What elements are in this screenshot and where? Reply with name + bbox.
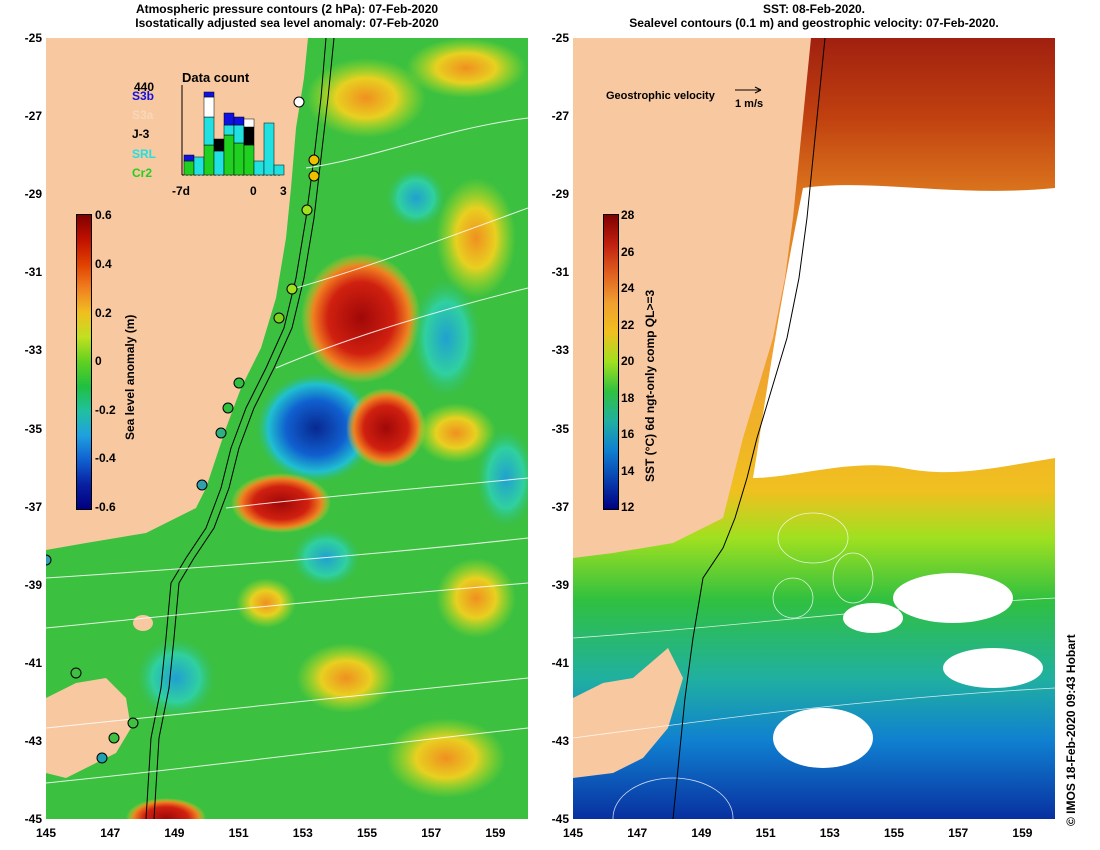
sst-colorbar-tick: 22 (621, 318, 635, 332)
data-count-xtick: 3 (280, 184, 287, 198)
lat-tick-label: -25 (24, 31, 42, 45)
left-title-line1: Atmospheric pressure contours (2 hPa): 0… (135, 2, 439, 16)
lon-tick-label: 153 (292, 826, 313, 840)
sla-map-svg (46, 38, 528, 819)
lat-tick-label: -41 (24, 655, 42, 670)
lon-tick-label: 155 (884, 826, 905, 840)
tide-gauges (46, 96, 320, 764)
sst-map (573, 38, 1055, 819)
tasmania-land (46, 678, 131, 778)
sla-colorbar-tick: -0.4 (95, 451, 116, 465)
sst-colorbar-tick: 18 (621, 391, 635, 405)
sst-colorbar-tick: 26 (621, 245, 635, 259)
sla-anomaly-field (126, 38, 528, 819)
sst-colorbar-tick: 12 (621, 500, 635, 514)
bathymetry-contours (145, 38, 335, 819)
data-count-title: Data count (182, 70, 250, 85)
lat-tick-label: -29 (24, 187, 42, 202)
sat-label-s3b: S3b (132, 89, 155, 103)
lon-tick-label: 159 (1012, 826, 1033, 840)
lat-tick-label: -41 (551, 655, 569, 670)
data-count-inset: Data count 440 S3b S3a J-3 SRL Cr2 -7d 0… (130, 70, 290, 200)
lat-tick-label: -27 (24, 109, 42, 124)
pressure-contours (46, 117, 528, 784)
lon-tick-label: 157 (948, 826, 969, 840)
lat-tick-label: -33 (24, 343, 42, 358)
lat-tick-label: -45 (551, 812, 569, 826)
lon-tick-label: 149 (691, 826, 712, 840)
lon-tick-label: 149 (164, 826, 185, 840)
sla-colorbar-tick: -0.6 (95, 500, 116, 514)
lat-tick-label: -37 (551, 499, 569, 514)
lat-tick-label: -29 (551, 187, 569, 202)
lon-tick-label: 157 (421, 826, 442, 840)
sat-label-cr2: Cr2 (132, 166, 153, 180)
sst-colorbar-tick: 14 (621, 464, 635, 478)
sst-colorbar (603, 214, 619, 510)
lat-tick-label: -31 (24, 265, 42, 280)
right-title-line1: SST: 08-Feb-2020. (762, 2, 866, 16)
lon-tick-label: 147 (100, 826, 121, 840)
bathymetry-contours-sst (672, 38, 826, 819)
right-title: SST: 08-Feb-2020. Sealevel contours (0.1… (573, 2, 1055, 30)
sla-map (46, 38, 528, 819)
sla-colorbar-tick: 0.4 (95, 257, 112, 271)
lat-tick-label: -33 (551, 343, 569, 358)
sat-label-srl: SRL (132, 147, 156, 161)
sst-colorbar-label: SST (°C) 6d ngt-only comp QL>=3 (643, 289, 657, 482)
lon-tick-label: 145 (36, 826, 57, 840)
lon-tick-label: 153 (819, 826, 840, 840)
right-title-line2: Sealevel contours (0.1 m) and geostrophi… (629, 16, 999, 30)
sst-colorbar-tick: 20 (621, 354, 635, 368)
velocity-legend-label: Geostrophic velocity (606, 90, 715, 102)
lat-tick-label: -27 (551, 109, 569, 124)
lon-tick-label: 147 (627, 826, 648, 840)
sealevel-contours (573, 252, 1055, 819)
sat-label-j3: J-3 (132, 127, 150, 141)
lon-tick-label: 151 (228, 826, 249, 840)
sla-colorbar-label: Sea level anomaly (m) (123, 314, 137, 440)
sst-colorbar-tick: 24 (621, 281, 635, 295)
tasmania-land-sst (573, 648, 683, 778)
lat-tick-label: -35 (551, 421, 569, 436)
cloud-mask (753, 185, 1055, 768)
mainland-land-sst (573, 38, 811, 558)
sst-colorbar-tick: 28 (621, 208, 635, 222)
lat-tick-label: -25 (551, 31, 569, 45)
left-title: Atmospheric pressure contours (2 hPa): 0… (46, 2, 528, 30)
sla-colorbar-tick: 0.2 (95, 306, 112, 320)
velocity-legend-unit: 1 m/s (735, 98, 764, 110)
sla-colorbar (76, 214, 92, 510)
velocity-legend-arrow (735, 86, 762, 94)
lat-tick-label: -43 (24, 733, 42, 748)
lon-tick-label: 159 (485, 826, 506, 840)
lon-tick-label: 155 (357, 826, 378, 840)
lat-tick-label: -31 (551, 265, 569, 280)
copyright: © IMOS 18-Feb-2020 09:43 Hobart (1064, 634, 1078, 826)
sat-label-s3a: S3a (132, 108, 154, 122)
lon-tick-label: 151 (755, 826, 776, 840)
sst-map-svg (573, 38, 1055, 819)
data-count-bars (181, 85, 285, 176)
lat-tick-label: -43 (551, 733, 569, 748)
data-count-max: 440 (134, 80, 155, 94)
data-count-xtick: -7d (172, 184, 190, 198)
lat-tick-label: -39 (551, 577, 569, 592)
sla-colorbar-tick: -0.2 (95, 403, 116, 417)
lat-tick-label: -37 (24, 499, 42, 514)
lat-tick-label: -35 (24, 421, 42, 436)
sla-colorbar-tick: 0 (95, 354, 102, 368)
lat-tick-label: -45 (24, 812, 42, 826)
lon-tick-label: 145 (563, 826, 584, 840)
data-count-xtick: 0 (250, 184, 257, 198)
left-title-line2: Isostatically adjusted sea level anomaly… (135, 16, 439, 30)
lat-tick-label: -39 (24, 577, 42, 592)
sst-colorbar-tick: 16 (621, 427, 635, 441)
sla-colorbar-tick: 0.6 (95, 208, 112, 222)
